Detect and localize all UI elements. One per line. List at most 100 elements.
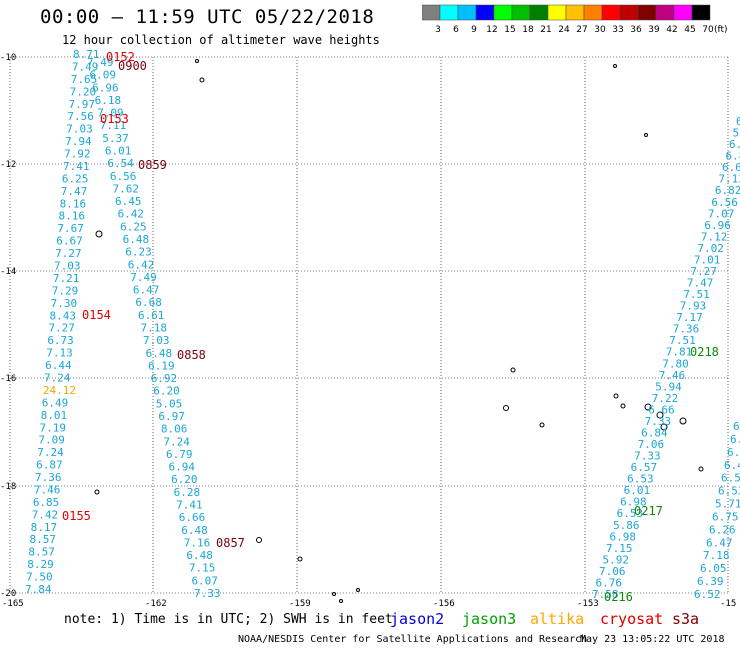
wave-height-value: 6.47 xyxy=(706,536,733,549)
wave-height-value: 7.20 xyxy=(70,85,97,98)
wave-height-value: 6.67 xyxy=(56,235,83,248)
page-title: 00:00 – 11:59 UTC 05/22/2018 xyxy=(40,6,375,28)
wave-height-value: 6.18 xyxy=(95,94,122,107)
pass-time-label: 0217 xyxy=(634,504,663,518)
wave-height-value: 7.51 xyxy=(669,334,696,347)
wave-height-value: 6.07 xyxy=(191,574,218,587)
wave-height-value: 7.27 xyxy=(48,322,75,335)
color-scale-label: 21 xyxy=(540,25,551,34)
wave-height-value: 8.16 xyxy=(60,197,87,210)
wave-height-value: 6.44 xyxy=(729,138,740,151)
wave-height-map: -165 -162 -159 -156 -153 -15 -10 -12 -14 -16 -18 -2… xyxy=(0,48,740,609)
wave-height-value: 8.43 xyxy=(50,309,76,322)
wave-height-value: 7.49 xyxy=(130,271,157,284)
pass-time-label: 0218 xyxy=(690,345,719,359)
wave-height-value: 7.24 xyxy=(163,435,190,448)
wave-height-value: 6.44 xyxy=(45,359,72,372)
wave-height-value: 6.53 xyxy=(617,507,644,520)
wave-height-value: 7.65 xyxy=(71,73,98,86)
island-outline xyxy=(297,556,303,562)
island-outline xyxy=(356,588,360,592)
color-scale-label: 33 xyxy=(612,25,623,34)
color-scale-label: 39 xyxy=(648,25,660,34)
wave-height-value: 6.48 xyxy=(186,549,213,562)
wave-height-value: 8.57 xyxy=(28,546,55,559)
wave-height-value: 6.56 xyxy=(711,196,738,209)
wave-height-value: 7.12 xyxy=(701,230,728,243)
wave-height-value: 7.16 xyxy=(184,536,211,549)
wave-height-value: 5.37 xyxy=(102,132,128,145)
pass-time-label: 0858 xyxy=(177,348,206,362)
wave-height-value: 7.36 xyxy=(35,471,62,484)
wave-height-value: 6.94 xyxy=(169,461,196,474)
legend-s3a: s3a xyxy=(672,610,700,628)
map-grid xyxy=(9,56,729,594)
legend-altika: altika xyxy=(530,610,585,628)
wave-height-value: 5.94 xyxy=(655,380,682,393)
wave-height-value: 7.22 xyxy=(652,392,679,405)
wave-height-value: 7.09 xyxy=(97,107,124,120)
wave-height-value: 7.19 xyxy=(40,421,67,434)
wave-height-value: 6.20 xyxy=(153,385,180,398)
legend-jason2: jason2 xyxy=(390,610,445,628)
wave-height-value: 7.56 xyxy=(67,110,94,123)
wave-height-value: 6.23 xyxy=(125,246,152,259)
wave-height-value: 6.53 xyxy=(627,473,654,486)
island-outline xyxy=(613,64,617,68)
island-outline xyxy=(94,489,100,495)
wave-height-value: 7.21 xyxy=(53,272,80,285)
wave-height-value: 7.24 xyxy=(37,446,64,459)
wave-height-value: 8.16 xyxy=(58,210,85,223)
wave-height-value: 6.56 xyxy=(110,170,137,183)
x-tick-label: -159 xyxy=(289,599,311,609)
wave-height-value: 6.53 xyxy=(718,485,740,498)
wave-height-value: 6.01 xyxy=(105,145,132,158)
island-outline xyxy=(199,77,205,83)
wave-height-value: 6.26 xyxy=(709,523,736,536)
wave-height-value: 6.66 xyxy=(722,161,740,174)
color-scale-bar: 3 6 9 12 15 18 21 24 27 30 33 36 39 42 45 70 (ft) xyxy=(422,4,728,34)
legend-cryosat: cryosat xyxy=(600,610,664,628)
pass-time-label: 0857 xyxy=(216,536,245,550)
wave-height-value: 8.17 xyxy=(31,521,58,534)
island-outline xyxy=(339,599,343,603)
wave-height-value: 6.25 xyxy=(120,220,147,233)
wave-height-value: 6.05 xyxy=(700,562,727,575)
x-tick-label: -153 xyxy=(577,599,599,609)
wave-height-value: 5.71 xyxy=(715,498,740,511)
island-outline xyxy=(679,417,687,425)
wave-height-value: 7.92 xyxy=(64,148,91,161)
color-scale-label: 42 xyxy=(666,25,677,34)
wave-height-value: 6.98 xyxy=(610,530,637,543)
wave-height-value: 6.92 xyxy=(151,372,178,385)
wave-height-value: 6.45 xyxy=(115,195,141,208)
wave-height-value: 7.97 xyxy=(69,98,96,111)
wave-height-value: 7.13 xyxy=(718,173,740,186)
wave-height-value: 6.79 xyxy=(166,448,193,461)
wave-height-value: 7.27 xyxy=(690,265,717,278)
wave-height-value: 7.07 xyxy=(708,207,735,220)
wave-height-value: 6.68 xyxy=(135,296,162,309)
color-scale-label: 24 xyxy=(558,25,570,34)
color-scale-label: 45 xyxy=(684,25,695,34)
wave-height-value: 7.06 xyxy=(599,565,626,578)
wave-height-value: 7.46 xyxy=(659,369,686,382)
wave-height-value: 6.48 xyxy=(123,233,149,246)
wave-height-value: 6.42 xyxy=(118,208,145,221)
wave-height-value: 8.06 xyxy=(161,423,188,436)
wave-height-value: 5.99 xyxy=(732,127,740,140)
color-scale-label: 30 xyxy=(594,25,606,34)
axis-tick-labels: -165 -162 -159 -156 -153 -15 -10 -12 -14 -16 -18 -2… xyxy=(0,53,736,609)
wave-height-value: 6.61 xyxy=(138,309,165,322)
coastline-islands xyxy=(94,59,704,603)
color-scale-label: 18 xyxy=(522,25,534,34)
wave-height-value: 7.17 xyxy=(676,311,703,324)
wave-height-value: 7.06 xyxy=(638,438,665,451)
y-tick-label: -12 xyxy=(0,160,16,170)
wave-height-value: 7.81 xyxy=(666,346,693,359)
island-outline xyxy=(656,411,664,419)
wave-height-value: 6.98 xyxy=(620,496,647,509)
wave-height-value: 7.03 xyxy=(54,260,81,273)
wave-height-value: 7.30 xyxy=(51,297,78,310)
